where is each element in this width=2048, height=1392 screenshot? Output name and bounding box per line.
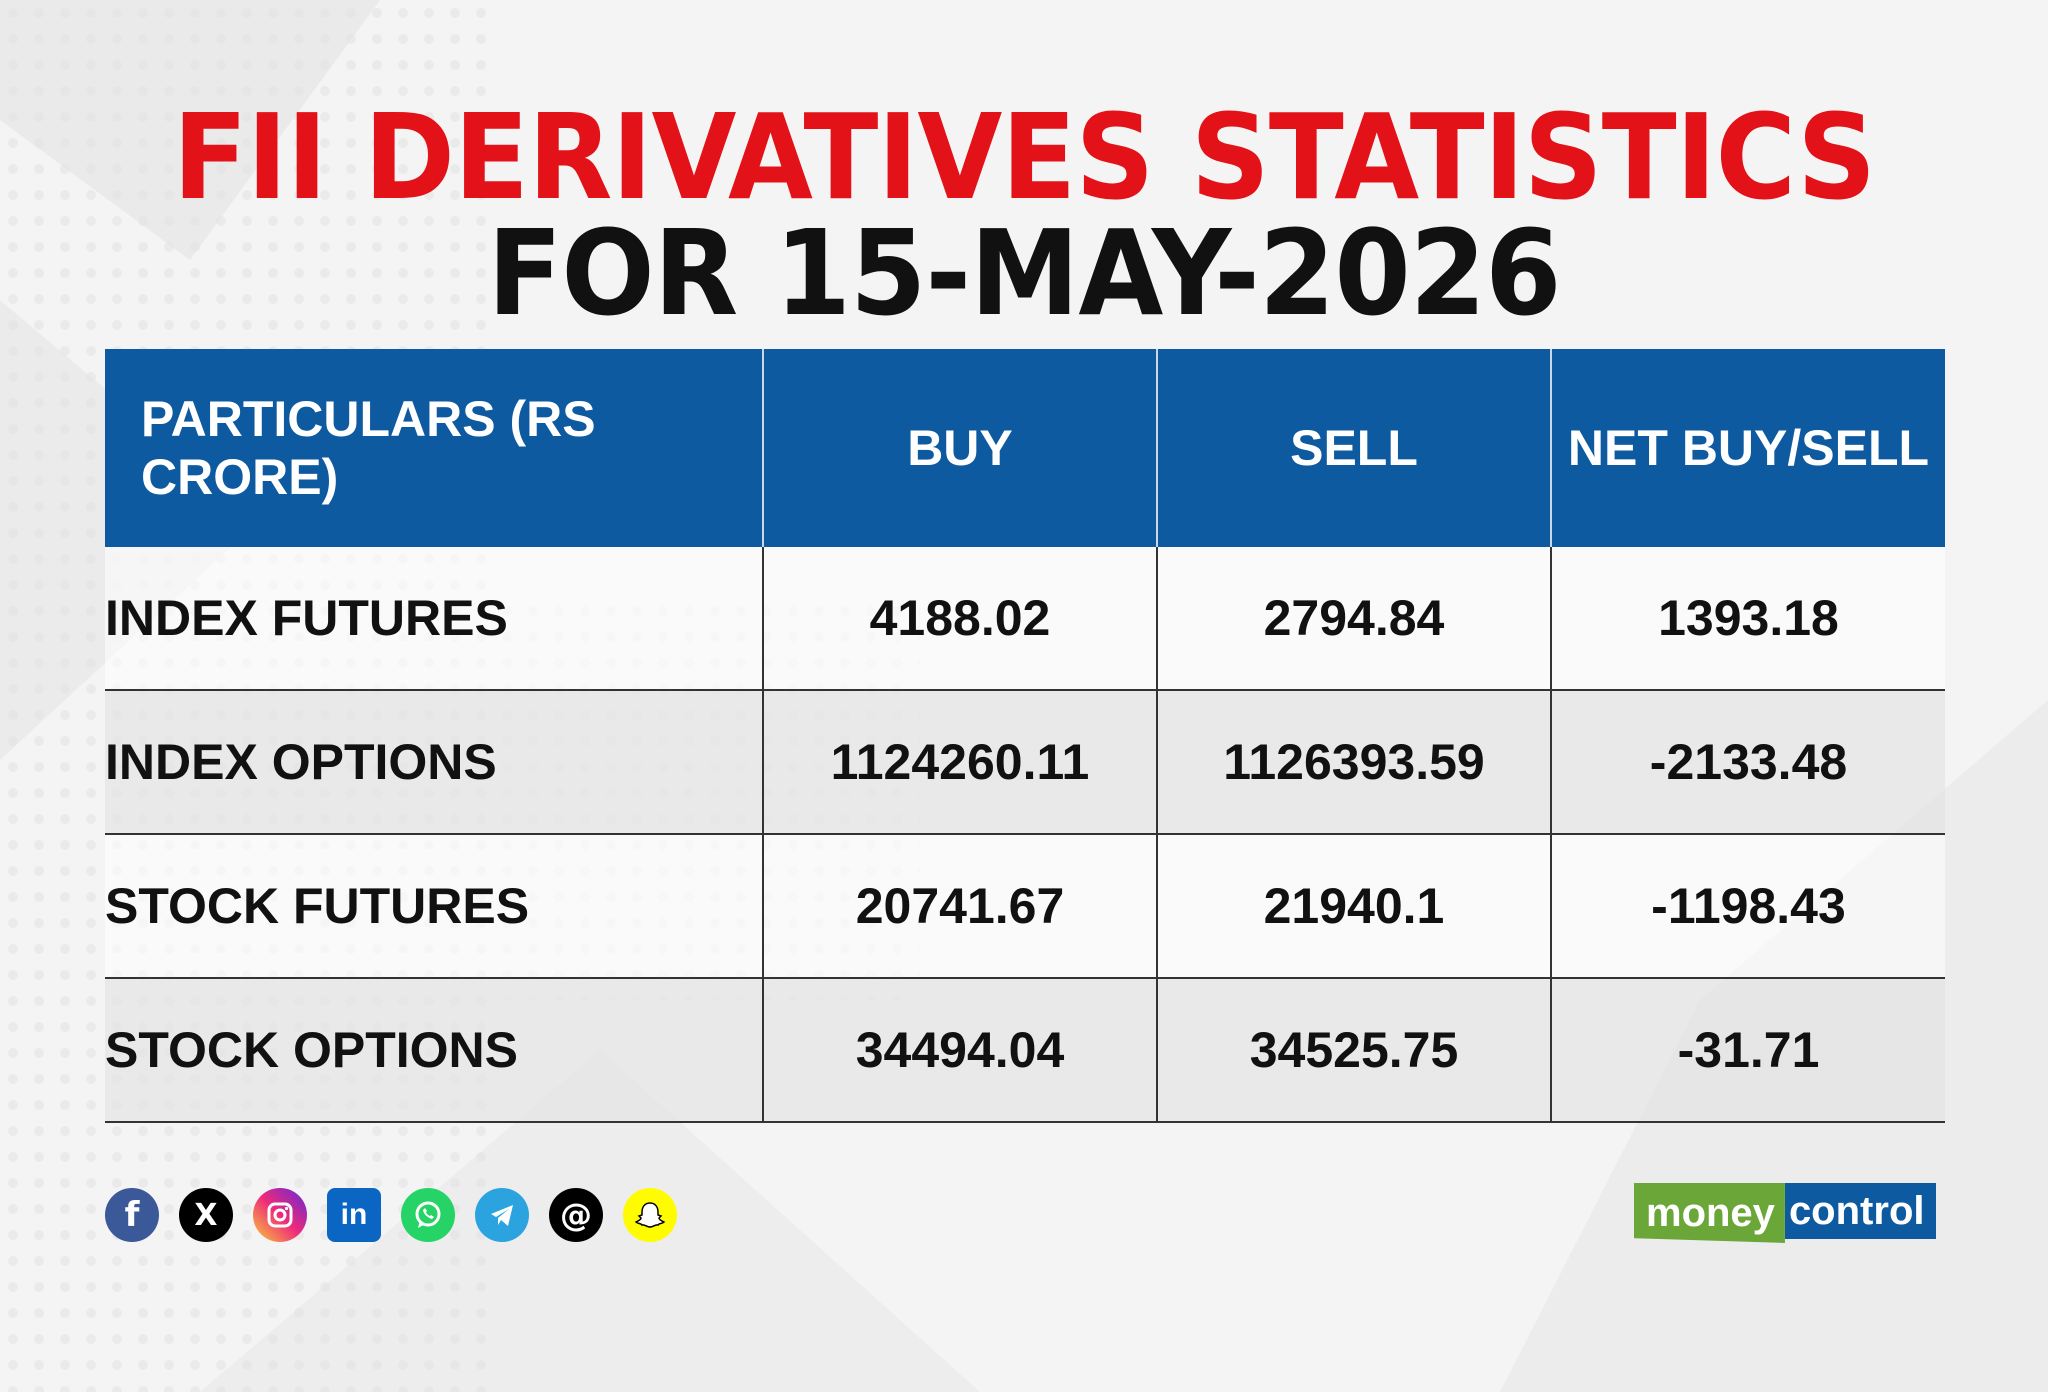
instagram-icon[interactable] (253, 1188, 307, 1242)
statistics-table: PARTICULARS (RS CRORE) BUY SELL NET BUY/… (105, 349, 1945, 1123)
net-value: 1393.18 (1550, 547, 1945, 691)
table-row: STOCK OPTIONS 34494.04 34525.75 -31.71 (105, 978, 1945, 1123)
row-label: STOCK OPTIONS (105, 978, 763, 1123)
buy-value: 4188.02 (762, 547, 1157, 691)
net-value: -31.71 (1550, 978, 1945, 1123)
header-buy: BUY (762, 349, 1157, 547)
social-icons-bar: f X in @ (105, 1188, 677, 1242)
moneycontrol-logo: money control (1634, 1183, 1937, 1243)
title-line-2: FOR 15-MAY-2026 (487, 204, 1561, 342)
whatsapp-icon[interactable] (401, 1188, 455, 1242)
buy-value: 1124260.11 (762, 690, 1157, 835)
row-label: STOCK FUTURES (105, 834, 763, 979)
threads-icon[interactable]: @ (549, 1188, 603, 1242)
table-row: STOCK FUTURES 20741.67 21940.1 -1198.43 (105, 834, 1945, 979)
table-row: INDEX OPTIONS 1124260.11 1126393.59 -213… (105, 690, 1945, 835)
table-row: INDEX FUTURES 4188.02 2794.84 1393.18 (105, 547, 1945, 691)
sell-value: 21940.1 (1156, 834, 1551, 979)
snapchat-icon[interactable] (623, 1188, 677, 1242)
logo-money-text: money (1634, 1183, 1785, 1243)
telegram-icon[interactable] (475, 1188, 529, 1242)
buy-value: 20741.67 (762, 834, 1157, 979)
table-header-row: PARTICULARS (RS CRORE) BUY SELL NET BUY/… (105, 349, 1945, 547)
buy-value: 34494.04 (762, 978, 1157, 1123)
row-label: INDEX FUTURES (105, 547, 763, 691)
title-line-1: FII DERIVATIVES STATISTICS (172, 88, 1876, 226)
x-icon[interactable]: X (179, 1188, 233, 1242)
header-particulars: PARTICULARS (RS CRORE) (105, 349, 763, 547)
row-label: INDEX OPTIONS (105, 690, 763, 835)
sell-value: 1126393.59 (1156, 690, 1551, 835)
sell-value: 2794.84 (1156, 547, 1551, 691)
linkedin-icon[interactable]: in (327, 1188, 381, 1242)
net-value: -2133.48 (1550, 690, 1945, 835)
facebook-icon[interactable]: f (105, 1188, 159, 1242)
header-sell: SELL (1156, 349, 1551, 547)
header-net: NET BUY/SELL (1550, 349, 1945, 547)
sell-value: 34525.75 (1156, 978, 1551, 1123)
net-value: -1198.43 (1550, 834, 1945, 979)
logo-control-text: control (1784, 1183, 1937, 1239)
